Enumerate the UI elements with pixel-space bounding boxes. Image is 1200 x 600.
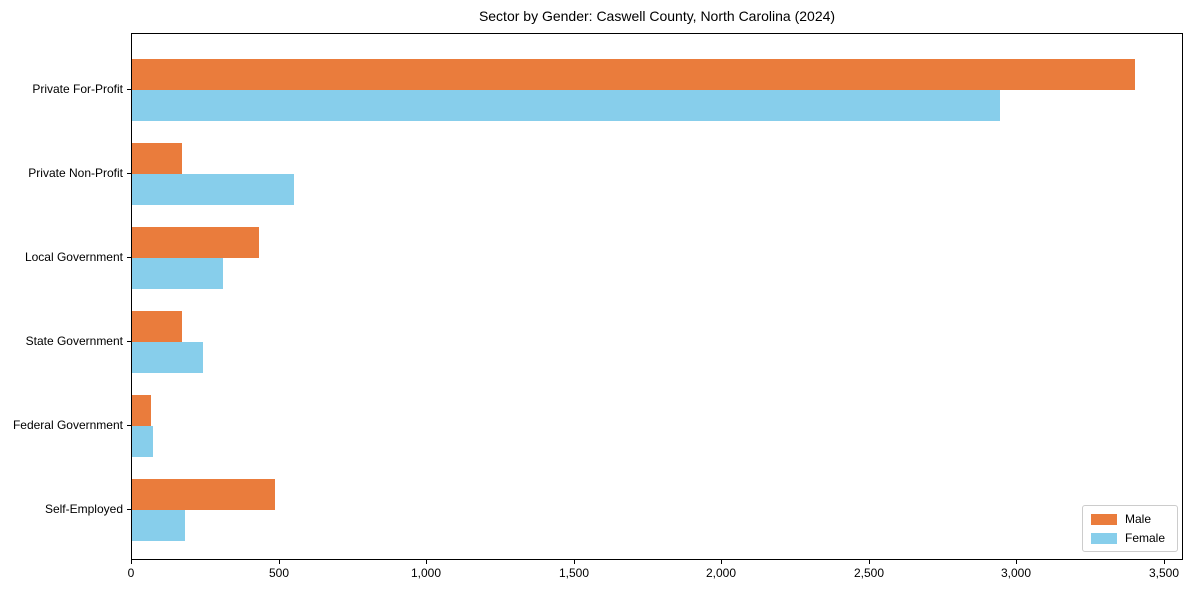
- x-axis-tick-label: 3,000: [1000, 566, 1032, 580]
- y-axis-tick: [127, 341, 131, 342]
- x-axis-tick-label: 500: [268, 566, 290, 580]
- x-axis-tick-label: 1,000: [410, 566, 442, 580]
- bar-male-private-non-profit: [132, 143, 182, 174]
- y-axis-label-state-government: State Government: [25, 334, 123, 348]
- bar-male-federal-government: [132, 395, 151, 426]
- bar-female-private-non-profit: [132, 174, 294, 205]
- y-axis-label-self-employed: Self-Employed: [44, 502, 123, 516]
- chart-title: Sector by Gender: Caswell County, North …: [478, 8, 836, 24]
- x-axis-tick: [426, 560, 427, 564]
- x-axis-tick-label: 1,500: [558, 566, 590, 580]
- x-axis-tick-label: 2,000: [705, 566, 737, 580]
- legend-label-female: Female: [1124, 531, 1165, 545]
- legend-label-male: Male: [1124, 512, 1151, 526]
- y-axis-tick: [127, 425, 131, 426]
- y-axis-label-private-non-profit: Private Non-Profit: [28, 166, 123, 180]
- bar-female-self-employed: [132, 510, 185, 541]
- x-axis-tick-label: 0: [127, 566, 135, 580]
- x-axis-tick: [131, 560, 132, 564]
- y-axis-tick: [127, 509, 131, 510]
- x-axis-tick: [1016, 560, 1017, 564]
- x-axis-tick-label: 3,500: [1148, 566, 1180, 580]
- y-axis-tick: [127, 173, 131, 174]
- bar-male-private-for-profit: [132, 59, 1135, 90]
- x-axis-tick: [721, 560, 722, 564]
- bar-male-state-government: [132, 311, 182, 342]
- bar-male-local-government: [132, 227, 259, 258]
- y-axis-tick: [127, 257, 131, 258]
- y-axis-label-local-government: Local Government: [24, 250, 123, 264]
- legend: Male Female: [1081, 505, 1178, 552]
- x-axis-tick: [279, 560, 280, 564]
- legend-swatch-male: [1090, 513, 1117, 525]
- x-axis-tick-label: 2,500: [853, 566, 885, 580]
- x-axis-tick: [869, 560, 870, 564]
- bar-male-self-employed: [132, 479, 275, 510]
- x-axis-tick: [574, 560, 575, 564]
- bar-female-local-government: [132, 258, 223, 289]
- y-axis-tick: [127, 89, 131, 90]
- legend-swatch-female: [1090, 532, 1117, 544]
- y-axis-label-private-for-profit: Private For-Profit: [32, 82, 123, 96]
- legend-item-female: Female: [1090, 531, 1169, 545]
- x-axis-tick: [1164, 560, 1165, 564]
- bar-female-state-government: [132, 342, 203, 373]
- bar-female-federal-government: [132, 426, 153, 457]
- y-axis-label-federal-government: Federal Government: [12, 418, 123, 432]
- bar-female-private-for-profit: [132, 90, 1000, 121]
- plot-area: Male Female: [131, 33, 1183, 560]
- legend-item-male: Male: [1090, 512, 1169, 526]
